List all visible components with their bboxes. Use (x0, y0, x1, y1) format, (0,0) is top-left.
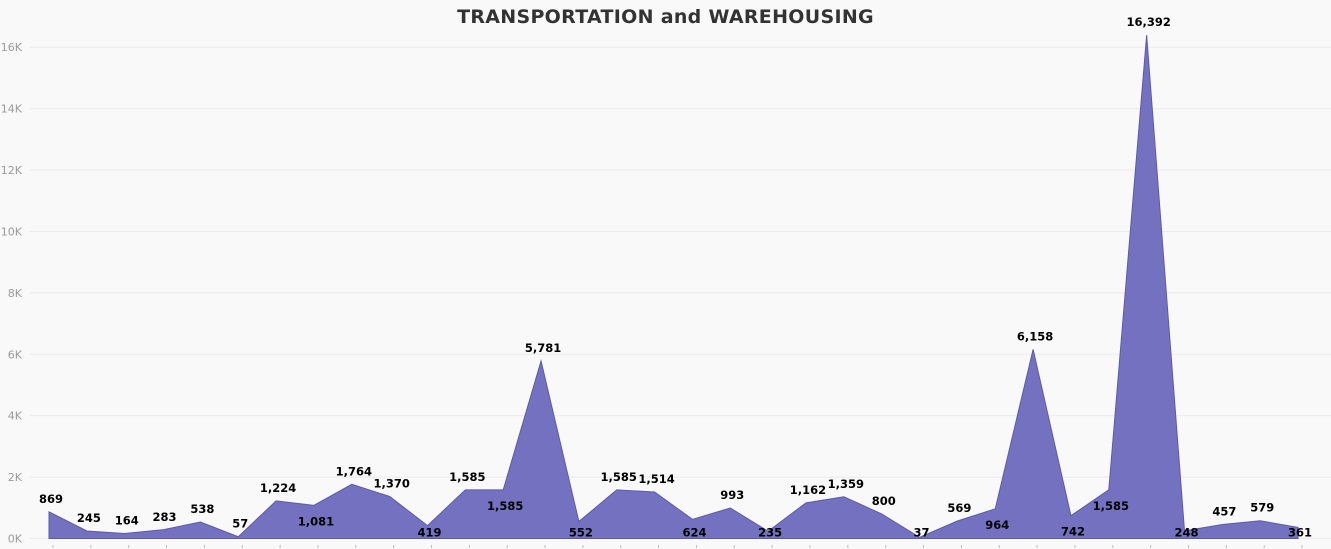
data-label: 964 (985, 518, 1009, 532)
data-label: 1,764 (336, 464, 372, 478)
data-label: 1,585 (1093, 499, 1129, 513)
data-label: 1,585 (487, 499, 523, 513)
y-tick-label: 0K (8, 533, 23, 546)
y-tick-label: 4K (8, 410, 23, 423)
y-tick-label: 2K (8, 471, 23, 484)
data-label: 283 (153, 510, 177, 524)
data-label: 1,162 (790, 483, 826, 497)
data-label: 37 (914, 526, 930, 540)
y-tick-label: 6K (8, 348, 23, 361)
data-label: 742 (1061, 525, 1085, 539)
y-tick-label: 14K (1, 103, 23, 116)
data-label: 552 (569, 526, 593, 540)
y-axis-ticks: 0K 2K 4K 6K 8K 10K 12K 14K 16K (1, 41, 23, 545)
data-label: 569 (947, 501, 971, 515)
data-label: 245 (77, 511, 101, 525)
x-axis-ticks (52, 545, 1303, 548)
y-tick-label: 16K (1, 41, 23, 54)
data-label: 1,585 (601, 470, 637, 484)
data-label: 419 (417, 526, 441, 540)
data-label: 57 (232, 517, 248, 531)
area-fill (48, 35, 1299, 539)
chart-title: TRANSPORTATION and WAREHOUSING (457, 6, 874, 28)
data-label: 1,370 (373, 476, 409, 490)
y-tick-label: 10K (1, 225, 23, 238)
data-label: 579 (1250, 501, 1274, 515)
data-label: 993 (720, 488, 744, 502)
data-label: 361 (1288, 526, 1312, 540)
data-label: 248 (1174, 526, 1198, 540)
y-tick-label: 12K (1, 164, 23, 177)
data-label: 164 (115, 513, 139, 527)
data-label: 800 (872, 494, 896, 508)
data-label: 1,514 (638, 472, 674, 486)
data-label: 235 (758, 526, 782, 540)
area-series (48, 35, 1299, 539)
data-label: 1,359 (828, 477, 864, 491)
data-label: 538 (190, 502, 214, 516)
data-label: 6,158 (1017, 329, 1053, 343)
data-label: 5,781 (525, 341, 561, 355)
data-label: 624 (682, 526, 706, 540)
data-label: 1,585 (449, 470, 485, 484)
data-label: 1,224 (260, 481, 296, 495)
data-label: 16,392 (1126, 15, 1170, 29)
data-label: 457 (1212, 504, 1236, 518)
data-label: 1,081 (298, 514, 334, 528)
y-tick-label: 8K (8, 287, 23, 300)
data-label: 869 (39, 492, 63, 506)
